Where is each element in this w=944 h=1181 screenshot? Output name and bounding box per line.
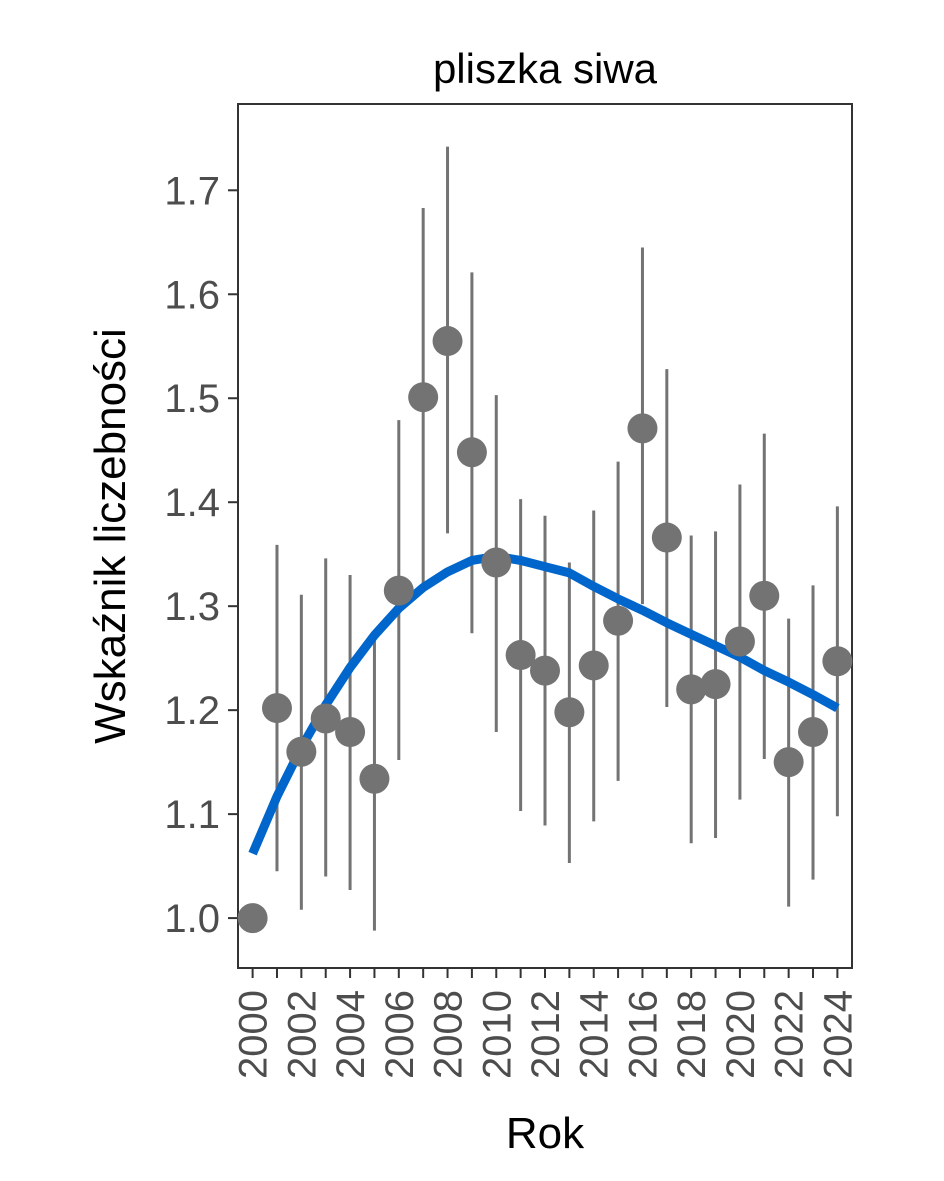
data-point [237,903,268,934]
x-tick-label: 2000 [232,990,276,1079]
y-tick-label: 1.3 [164,585,220,629]
y-axis-title: Wskaźnik liczebności [86,328,135,744]
x-tick-label: 2008 [427,990,471,1079]
data-point [651,522,682,553]
x-tick-label: 2014 [573,990,617,1079]
data-point [456,437,487,468]
chart-title: pliszka siwa [433,45,658,92]
data-point [530,655,560,686]
data-point [578,650,609,681]
data-point [359,763,390,794]
y-axis: 1.0 1.1 1.2 1.3 1.4 1.5 1.6 1.7 [164,169,238,941]
data-point [335,716,366,747]
x-tick-label: 2004 [329,990,373,1079]
y-tick-label: 1.6 [164,273,220,317]
x-axis-title: Rok [506,1109,585,1158]
data-point [310,703,341,734]
data-point [603,605,634,636]
data-point [408,382,439,413]
data-point [798,716,829,747]
data-point [700,669,731,700]
x-tick-label: 2022 [768,990,812,1079]
x-tick-label: 2002 [280,990,324,1079]
y-tick-label: 1.7 [164,169,220,213]
data-point [627,413,658,444]
y-tick-label: 1.0 [164,897,220,941]
data-points [237,326,853,934]
x-tick-label: 2010 [475,990,519,1079]
trend-line [248,551,840,856]
data-point [749,580,780,611]
data-point [432,326,463,357]
y-tick-label: 1.5 [164,377,220,421]
x-tick-label: 2018 [670,990,714,1079]
y-tick-label: 1.2 [164,689,220,733]
data-point [676,674,707,705]
data-point [724,626,755,657]
data-point [261,693,292,724]
data-point [383,575,414,606]
x-tick-label: 2006 [378,990,422,1079]
x-tick-label: 2016 [621,990,665,1079]
data-point [481,547,512,578]
y-tick-label: 1.4 [164,481,220,525]
trend-line-group [248,551,840,856]
x-tick-label: 2012 [524,990,568,1079]
x-axis: 2000 2002 2004 2006 2008 2010 2012 2014 2016 2018… [232,968,860,1079]
y-tick-label: 1.1 [164,793,220,837]
x-tick-label: 2020 [719,990,763,1079]
data-point [773,747,804,778]
data-point [822,646,853,677]
data-point [286,736,317,767]
data-point [505,640,536,671]
data-point [554,697,585,728]
x-tick-label: 2024 [816,990,860,1079]
